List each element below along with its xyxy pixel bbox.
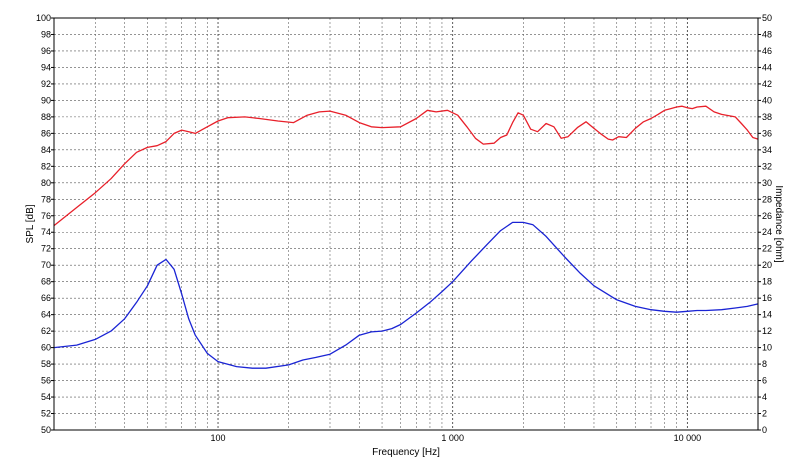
right-tick-label: 38 xyxy=(762,112,772,122)
right-tick-label: 0 xyxy=(762,425,767,435)
right-tick-label: 16 xyxy=(762,293,772,303)
right-tick-label: 46 xyxy=(762,46,772,56)
right-tick-label: 28 xyxy=(762,194,772,204)
right-tick-label: 12 xyxy=(762,326,772,336)
left-tick-label: 90 xyxy=(41,95,51,105)
right-tick-label: 18 xyxy=(762,277,772,287)
right-tick-label: 24 xyxy=(762,227,772,237)
plot-frame xyxy=(53,17,759,431)
left-tick-label: 78 xyxy=(41,194,51,204)
right-tick-label: 36 xyxy=(762,128,772,138)
right-tick-label: 42 xyxy=(762,79,772,89)
left-tick-label: 80 xyxy=(41,178,51,188)
x-axis-ticks: 100 1 000 10 000 xyxy=(211,433,702,443)
left-tick-label: 70 xyxy=(41,260,51,270)
right-tick-label: 48 xyxy=(762,29,772,39)
right-tick-label: 10 xyxy=(762,343,772,353)
left-tick-label: 92 xyxy=(41,79,51,89)
right-tick-label: 30 xyxy=(762,178,772,188)
left-tick-label: 54 xyxy=(41,392,51,402)
y-axis-title: SPL [dB] xyxy=(25,204,36,243)
left-tick-label: 76 xyxy=(41,211,51,221)
left-tick-label: 66 xyxy=(41,293,51,303)
x-tick-label: 10 000 xyxy=(674,433,702,443)
left-tick-label: 86 xyxy=(41,128,51,138)
right-tick-label: 34 xyxy=(762,145,772,155)
left-tick-label: 58 xyxy=(41,359,51,369)
right-tick-label: 44 xyxy=(762,62,772,72)
left-tick-label: 94 xyxy=(41,62,51,72)
y2-axis-title: Impedance [ohm] xyxy=(773,185,784,262)
right-tick-label: 20 xyxy=(762,260,772,270)
series-group xyxy=(53,105,759,369)
right-tick-label: 2 xyxy=(762,409,767,419)
left-tick-label: 52 xyxy=(41,409,51,419)
x-axis-title: Frequency [Hz] xyxy=(372,447,440,458)
x-tick-label: 1 000 xyxy=(441,433,464,443)
right-tick-label: 22 xyxy=(762,244,772,254)
left-tick-label: 62 xyxy=(41,326,51,336)
left-tick-label: 96 xyxy=(41,46,51,56)
right-tick-label: 40 xyxy=(762,95,772,105)
right-tick-label: 50 xyxy=(762,13,772,23)
left-tick-label: 82 xyxy=(41,161,51,171)
right-tick-label: 14 xyxy=(762,310,772,320)
right-tick-label: 6 xyxy=(762,376,767,386)
left-tick-label: 50 xyxy=(41,425,51,435)
impedance-curve xyxy=(53,221,759,369)
right-tick-label: 32 xyxy=(762,161,772,171)
right-tick-label: 26 xyxy=(762,211,772,221)
left-tick-label: 56 xyxy=(41,376,51,386)
left-axis-ticks: 50 52 54 56 58 60 62 64 66 68 70 72 74 76 78 80 82 84 86 88… xyxy=(36,13,54,435)
right-axis-ticks: 0246810121416182022242628303234363840424… xyxy=(758,13,772,435)
left-tick-label: 88 xyxy=(41,112,51,122)
grid-lines xyxy=(54,18,758,430)
left-tick-label: 84 xyxy=(41,145,51,155)
right-tick-label: 4 xyxy=(762,392,767,402)
left-tick-label: 68 xyxy=(41,277,51,287)
left-tick-label: 72 xyxy=(41,244,51,254)
x-tick-label: 100 xyxy=(211,433,226,443)
left-tick-label: 98 xyxy=(41,29,51,39)
left-tick-label: 100 xyxy=(36,13,51,23)
left-tick-label: 64 xyxy=(41,310,51,320)
right-tick-label: 8 xyxy=(762,359,767,369)
left-tick-label: 74 xyxy=(41,227,51,237)
left-tick-label: 60 xyxy=(41,343,51,353)
spl-curve xyxy=(53,105,759,227)
